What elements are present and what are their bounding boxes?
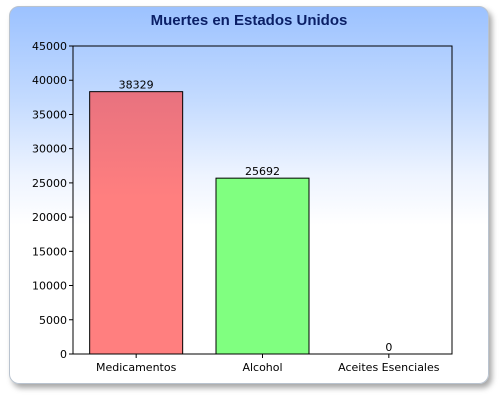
bar-chart: 0 5000 10000 15000 20000 25000 30000 35000 40000… [32, 40, 453, 374]
y-tick-label: 40000 [32, 74, 67, 87]
x-tick-label: Aceites Esenciales [338, 361, 440, 374]
y-tick-label: 25000 [32, 177, 67, 190]
bar-medicamentos [89, 91, 184, 355]
y-tick-label: 30000 [32, 143, 67, 156]
data-label: 38329 [119, 79, 154, 92]
data-label: 25692 [245, 165, 280, 178]
y-tick-label: 45000 [32, 40, 67, 53]
y-tick-label: 0 [60, 348, 67, 361]
y-tick-label: 20000 [32, 211, 67, 224]
y-tick-label: 10000 [32, 280, 67, 293]
chart-card: Muertes en Estados Unidos 0 5000 10000 1500… [9, 6, 489, 384]
y-tick-label: 15000 [32, 245, 67, 258]
chart-title: Muertes en Estados Unidos [150, 12, 348, 29]
x-tick-label: Medicamentos [96, 361, 177, 374]
x-tick-label: Alcohol [242, 361, 282, 374]
y-tick-label: 35000 [32, 108, 67, 121]
bar-alcohol [215, 177, 310, 355]
data-label: 0 [385, 341, 392, 354]
y-tick-label: 5000 [39, 314, 67, 327]
